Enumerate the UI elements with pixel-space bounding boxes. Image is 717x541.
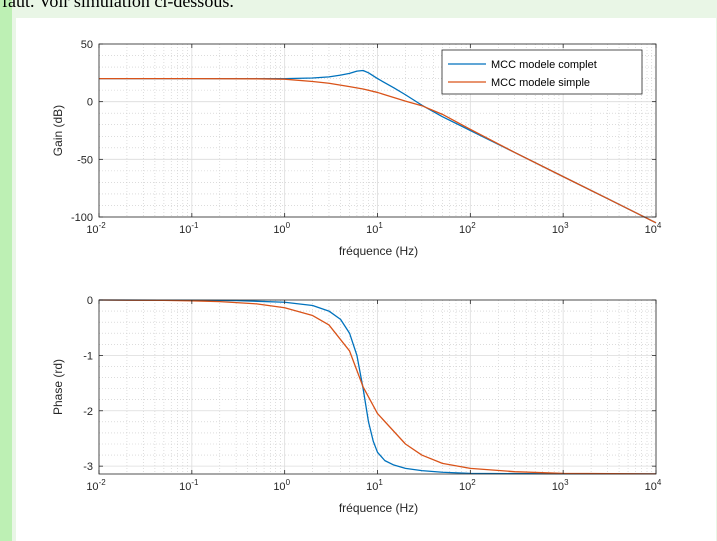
gain-x-axis-label: fréquence (Hz) xyxy=(339,244,418,258)
phase-y-tick-label: -3 xyxy=(83,461,93,473)
phase-x-tick-label: 104 xyxy=(645,478,662,493)
gain-y-tick-label: -50 xyxy=(77,154,93,166)
gain-x-tick-label: 102 xyxy=(459,221,476,236)
gain-x-tick-label: 103 xyxy=(552,221,569,236)
phase-y-tick-label: -2 xyxy=(83,406,93,418)
gain-y-tick-label: 50 xyxy=(81,39,93,51)
legend-entry: MCC modele simple xyxy=(491,77,590,89)
phase-y-tick-label: -1 xyxy=(83,350,93,362)
phase-x-tick-label: 100 xyxy=(273,478,290,493)
gain-x-tick-label: 100 xyxy=(273,221,290,236)
phase-axes: 10-2 10-1 100 101 102 103 104 -3 -2 -1 0 fréquence … xyxy=(51,295,662,515)
phase-x-tick-label: 103 xyxy=(552,478,569,493)
phase-series-line xyxy=(98,299,657,475)
gain-x-tick-label: 10-1 xyxy=(179,221,199,236)
phase-grid xyxy=(98,299,657,474)
phase-x-tick-label: 10-2 xyxy=(86,478,106,493)
top-text: faut. Voir simulation ci-dessous. xyxy=(2,0,234,11)
gain-series-line xyxy=(99,77,657,224)
phase-y-axis-label: Phase (rd) xyxy=(51,359,65,415)
legend-entry: MCC modele complet xyxy=(491,59,597,71)
gain-y-axis-label: Gain (dB) xyxy=(51,105,65,156)
phase-x-tick-label: 101 xyxy=(366,478,383,493)
legend-box xyxy=(441,49,643,95)
gain-x-tick-label: 101 xyxy=(366,221,383,236)
gain-y-tick-label: 0 xyxy=(87,97,93,109)
left-accent-bar xyxy=(0,0,12,541)
gain-x-tick-label: 10-2 xyxy=(86,221,106,236)
gain-legend: MCC modele complet MCC modele simple xyxy=(441,49,643,95)
gain-y-tick-label: -100 xyxy=(71,212,93,224)
gain-axes: 10-2 10-1 100 101 102 103 104 -100 -50 0 50 fréquen… xyxy=(51,39,662,258)
phase-x-tick-label: 10-1 xyxy=(179,478,199,493)
gain-x-tick-label: 104 xyxy=(645,221,662,236)
phase-x-axis-label: fréquence (Hz) xyxy=(339,501,418,515)
phase-y-tick-label: 0 xyxy=(87,295,93,307)
phase-series-line xyxy=(98,299,656,475)
phase-x-tick-label: 102 xyxy=(459,478,476,493)
